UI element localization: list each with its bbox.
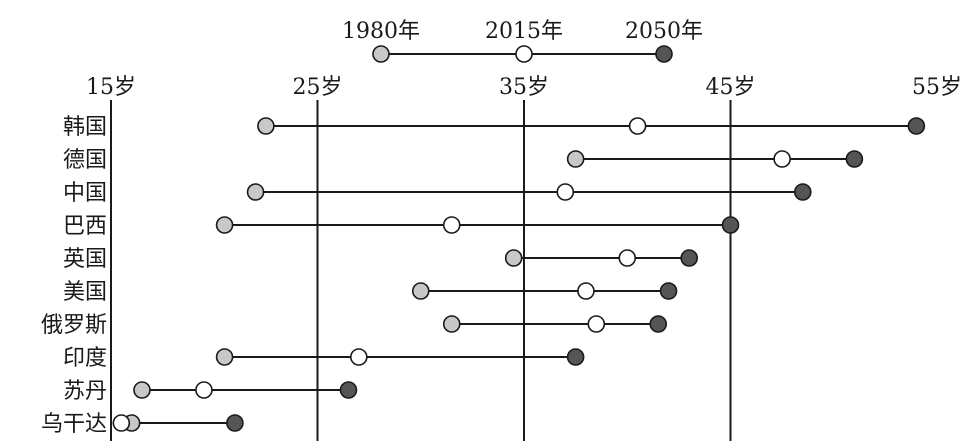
country-label-9: 乌干达 [41,412,107,437]
row-8 [133,381,358,399]
point-3-2 [721,216,740,234]
row-3 [215,216,740,234]
point-3-1 [442,216,461,234]
legend-label-1: 2015年 [485,19,563,44]
row-7 [215,348,585,366]
data-rows [112,117,926,432]
x-tick-label-55: 55岁 [912,75,962,100]
country-label-2: 中国 [63,181,107,206]
x-axis-ticks: 15岁 25岁 35岁 45岁 55岁 [86,75,962,100]
country-label-3: 巴西 [63,214,107,239]
row-4 [504,249,699,267]
row-9 [112,414,244,432]
country-label-5: 美国 [63,280,107,305]
point-2-2 [793,183,812,201]
point-7-0 [215,348,234,366]
country-label-6: 俄罗斯 [41,313,107,338]
point-6-0 [442,315,461,333]
point-1-0 [566,150,585,168]
country-label-1: 德国 [63,148,107,173]
point-1-2 [845,150,864,168]
point-0-2 [907,117,926,135]
country-label-0: 韩国 [63,115,107,140]
point-5-1 [577,282,595,300]
legend-marker-0 [372,45,390,63]
legend-marker-2 [655,45,673,63]
country-label-7: 印度 [63,346,107,371]
x-tick-label-45: 45岁 [706,75,756,100]
point-7-1 [349,348,368,366]
point-9-1 [112,414,131,432]
legend-label-0: 1980年 [342,19,420,44]
x-tick-label-25: 25岁 [293,75,343,100]
row-2 [246,183,812,201]
point-0-0 [257,117,275,135]
point-5-0 [411,282,430,300]
point-2-0 [246,183,265,201]
point-8-2 [339,381,358,399]
point-3-0 [215,216,234,234]
country-label-8: 苏丹 [63,379,107,404]
row-0 [257,117,926,135]
legend-label-2: 2050年 [625,19,703,44]
point-4-2 [680,249,699,267]
point-1-1 [773,150,791,168]
x-tick-label-35: 35岁 [499,75,549,100]
point-8-1 [195,381,213,399]
legend-marker-1 [515,45,533,63]
point-9-2 [226,414,244,432]
point-0-1 [628,117,647,135]
gridlines [110,100,732,441]
point-6-1 [587,315,606,333]
row-1 [566,150,864,168]
point-4-0 [504,249,523,267]
point-4-1 [618,249,637,267]
point-5-2 [659,282,678,300]
point-7-2 [566,348,585,366]
point-8-0 [133,381,151,399]
x-tick-label-15: 15岁 [86,75,136,100]
row-5 [411,282,678,300]
point-6-2 [649,315,668,333]
country-label-4: 英国 [63,247,107,272]
row-6 [442,315,668,333]
point-2-1 [556,183,575,201]
legend: 1980年 2015年 2050年 [342,19,703,63]
